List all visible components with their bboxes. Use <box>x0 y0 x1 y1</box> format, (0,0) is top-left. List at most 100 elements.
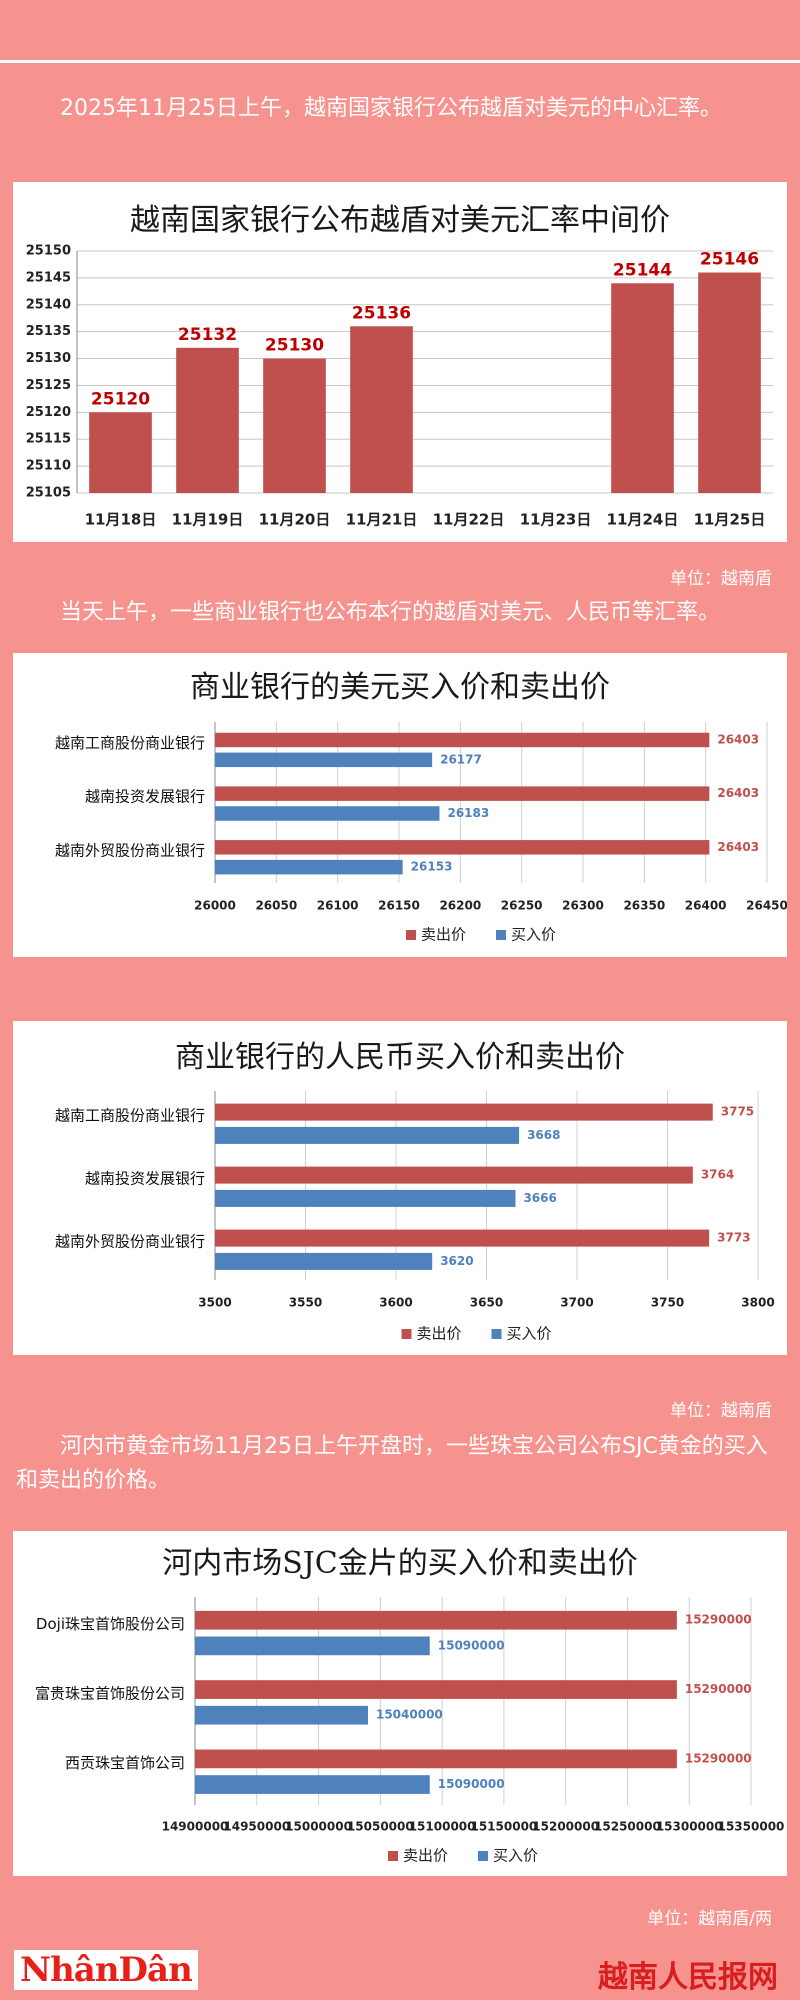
x-tick-label: 15100000 <box>409 1820 476 1834</box>
data-label: 26153 <box>411 860 453 874</box>
data-label: 3668 <box>527 1128 560 1142</box>
unit-note: 单位：越南盾 <box>670 569 772 589</box>
x-tick-label: 26400 <box>685 899 727 913</box>
paragraph: 2025年11月25日上午，越南国家银行公布越盾对美元的中心汇率。 <box>60 96 722 121</box>
bar <box>195 1775 430 1794</box>
y-tick-label: 25145 <box>26 270 71 285</box>
y-tick-label: 越南外贸股份商业银行 <box>55 1233 205 1251</box>
data-label: 15090000 <box>438 1638 505 1652</box>
bar <box>215 840 710 855</box>
chart: 商业银行的人民币买入价和卖出价 3500 3550 3600 3650 3700 3750 3… <box>55 1040 775 1343</box>
y-tick-label: 越南外贸股份商业银行 <box>55 841 205 859</box>
x-tick-label: 11月22日 <box>433 511 505 529</box>
x-tick-label: 15300000 <box>656 1820 723 1834</box>
legend-swatch <box>496 930 506 940</box>
data-label: 25120 <box>91 389 150 409</box>
x-tick-label: 26200 <box>439 899 481 913</box>
x-tick-label: 15150000 <box>470 1820 537 1834</box>
data-label: 15090000 <box>438 1777 505 1791</box>
x-tick-label: 11月20日 <box>259 511 331 529</box>
y-tick-label: 25115 <box>26 432 71 447</box>
bar <box>215 1166 693 1184</box>
x-tick-label: 15350000 <box>718 1820 785 1834</box>
x-tick-label: 3750 <box>651 1296 684 1310</box>
x-tick-label: 3550 <box>289 1296 322 1310</box>
chart-title: 商业银行的人民币买入价和卖出价 <box>175 1040 625 1075</box>
y-tick-label: 越南工商股份商业银行 <box>55 1107 205 1125</box>
y-tick-label: 25140 <box>26 297 71 312</box>
chart-box: 河内市场SJC金片的买入价和卖出价 14900000 14950000 1500000… <box>13 1531 787 1876</box>
data-label: 25146 <box>700 250 759 270</box>
data-label: 25136 <box>352 303 411 323</box>
legend-swatch <box>491 1329 502 1339</box>
bar <box>215 786 710 801</box>
data-label: 26403 <box>717 786 759 800</box>
x-tick-label: 26300 <box>562 899 604 913</box>
bar <box>195 1705 368 1725</box>
data-label: 25144 <box>613 260 672 280</box>
x-tick-label: 26000 <box>194 899 236 913</box>
x-tick-label: 15250000 <box>594 1820 661 1834</box>
bar <box>89 412 152 493</box>
x-tick-label: 15200000 <box>532 1820 599 1834</box>
data-label: 15290000 <box>685 1682 752 1696</box>
x-tick-label: 26150 <box>378 899 420 913</box>
legend-swatch <box>406 930 416 940</box>
legend-swatch <box>478 1851 488 1861</box>
bar <box>263 358 326 493</box>
chart-title: 商业银行的美元买入价和卖出价 <box>190 670 610 705</box>
paragraph: 当天上午，一些商业银行也公布本行的越盾对美元、人民币等汇率。 <box>60 600 721 625</box>
y-tick-label: 富贵珠宝首饰股份公司 <box>35 1685 185 1703</box>
bar <box>215 752 433 768</box>
unit-note: 单位：越南盾/两 <box>647 1909 772 1929</box>
data-label: 15040000 <box>376 1708 443 1722</box>
chart: 商业银行的美元买入价和卖出价 26000 26050 26100 26150 26200 2… <box>55 670 787 944</box>
bar <box>350 326 413 493</box>
chart-box: 商业银行的美元买入价和卖出价 26000 26050 26100 26150 26200 2… <box>13 653 787 957</box>
y-tick-label: 25105 <box>26 486 71 501</box>
bar <box>215 1252 433 1270</box>
x-tick-label: 3600 <box>379 1296 412 1310</box>
x-tick-label: 11月18日 <box>85 511 157 529</box>
bar <box>176 347 239 493</box>
legend-label: 卖出价 <box>417 1325 462 1343</box>
x-tick-label: 26050 <box>255 899 297 913</box>
x-tick-label: 3800 <box>741 1296 774 1310</box>
y-tick-label: 越南投资发展银行 <box>85 1170 205 1188</box>
data-label: 3773 <box>717 1231 750 1245</box>
data-label: 25132 <box>178 325 237 345</box>
legend-label: 买入价 <box>511 926 556 944</box>
data-label: 26183 <box>447 806 489 820</box>
bar <box>215 732 710 748</box>
x-tick-label: 14950000 <box>223 1820 290 1834</box>
bar <box>215 1126 520 1144</box>
bar <box>215 1103 713 1121</box>
x-tick-label: 11月23日 <box>520 511 592 529</box>
x-tick-label: 3500 <box>198 1296 231 1310</box>
data-label: 26403 <box>717 732 759 746</box>
y-tick-label: 25110 <box>26 459 71 474</box>
legend-label: 买入价 <box>507 1325 552 1343</box>
y-tick-label: Doji珠宝首饰股份公司 <box>36 1615 185 1633</box>
x-tick-label: 26350 <box>623 899 665 913</box>
bar <box>195 1610 677 1630</box>
y-tick-label: 25125 <box>26 378 71 393</box>
x-tick-label: 11月21日 <box>346 511 418 529</box>
x-tick-label: 14900000 <box>162 1820 229 1834</box>
bar <box>195 1636 430 1656</box>
y-tick-label: 越南投资发展银行 <box>85 788 205 806</box>
y-tick-label: 25135 <box>26 324 71 339</box>
bar <box>215 1189 516 1207</box>
bar <box>215 1229 710 1247</box>
legend-label: 卖出价 <box>421 926 466 944</box>
bar <box>195 1680 677 1699</box>
legend-label: 买入价 <box>493 1847 538 1865</box>
data-label: 3775 <box>721 1105 754 1119</box>
chart: 越南国家银行公布越盾对美元汇率中间价 25105 25110 25115 25120 25… <box>26 203 773 529</box>
data-label: 15290000 <box>685 1751 752 1765</box>
y-tick-label: 25130 <box>26 351 71 366</box>
data-label: 26403 <box>717 840 759 854</box>
chart: 河内市场SJC金片的买入价和卖出价 14900000149500001500000… <box>35 1546 785 1865</box>
data-label: 15290000 <box>685 1613 752 1627</box>
